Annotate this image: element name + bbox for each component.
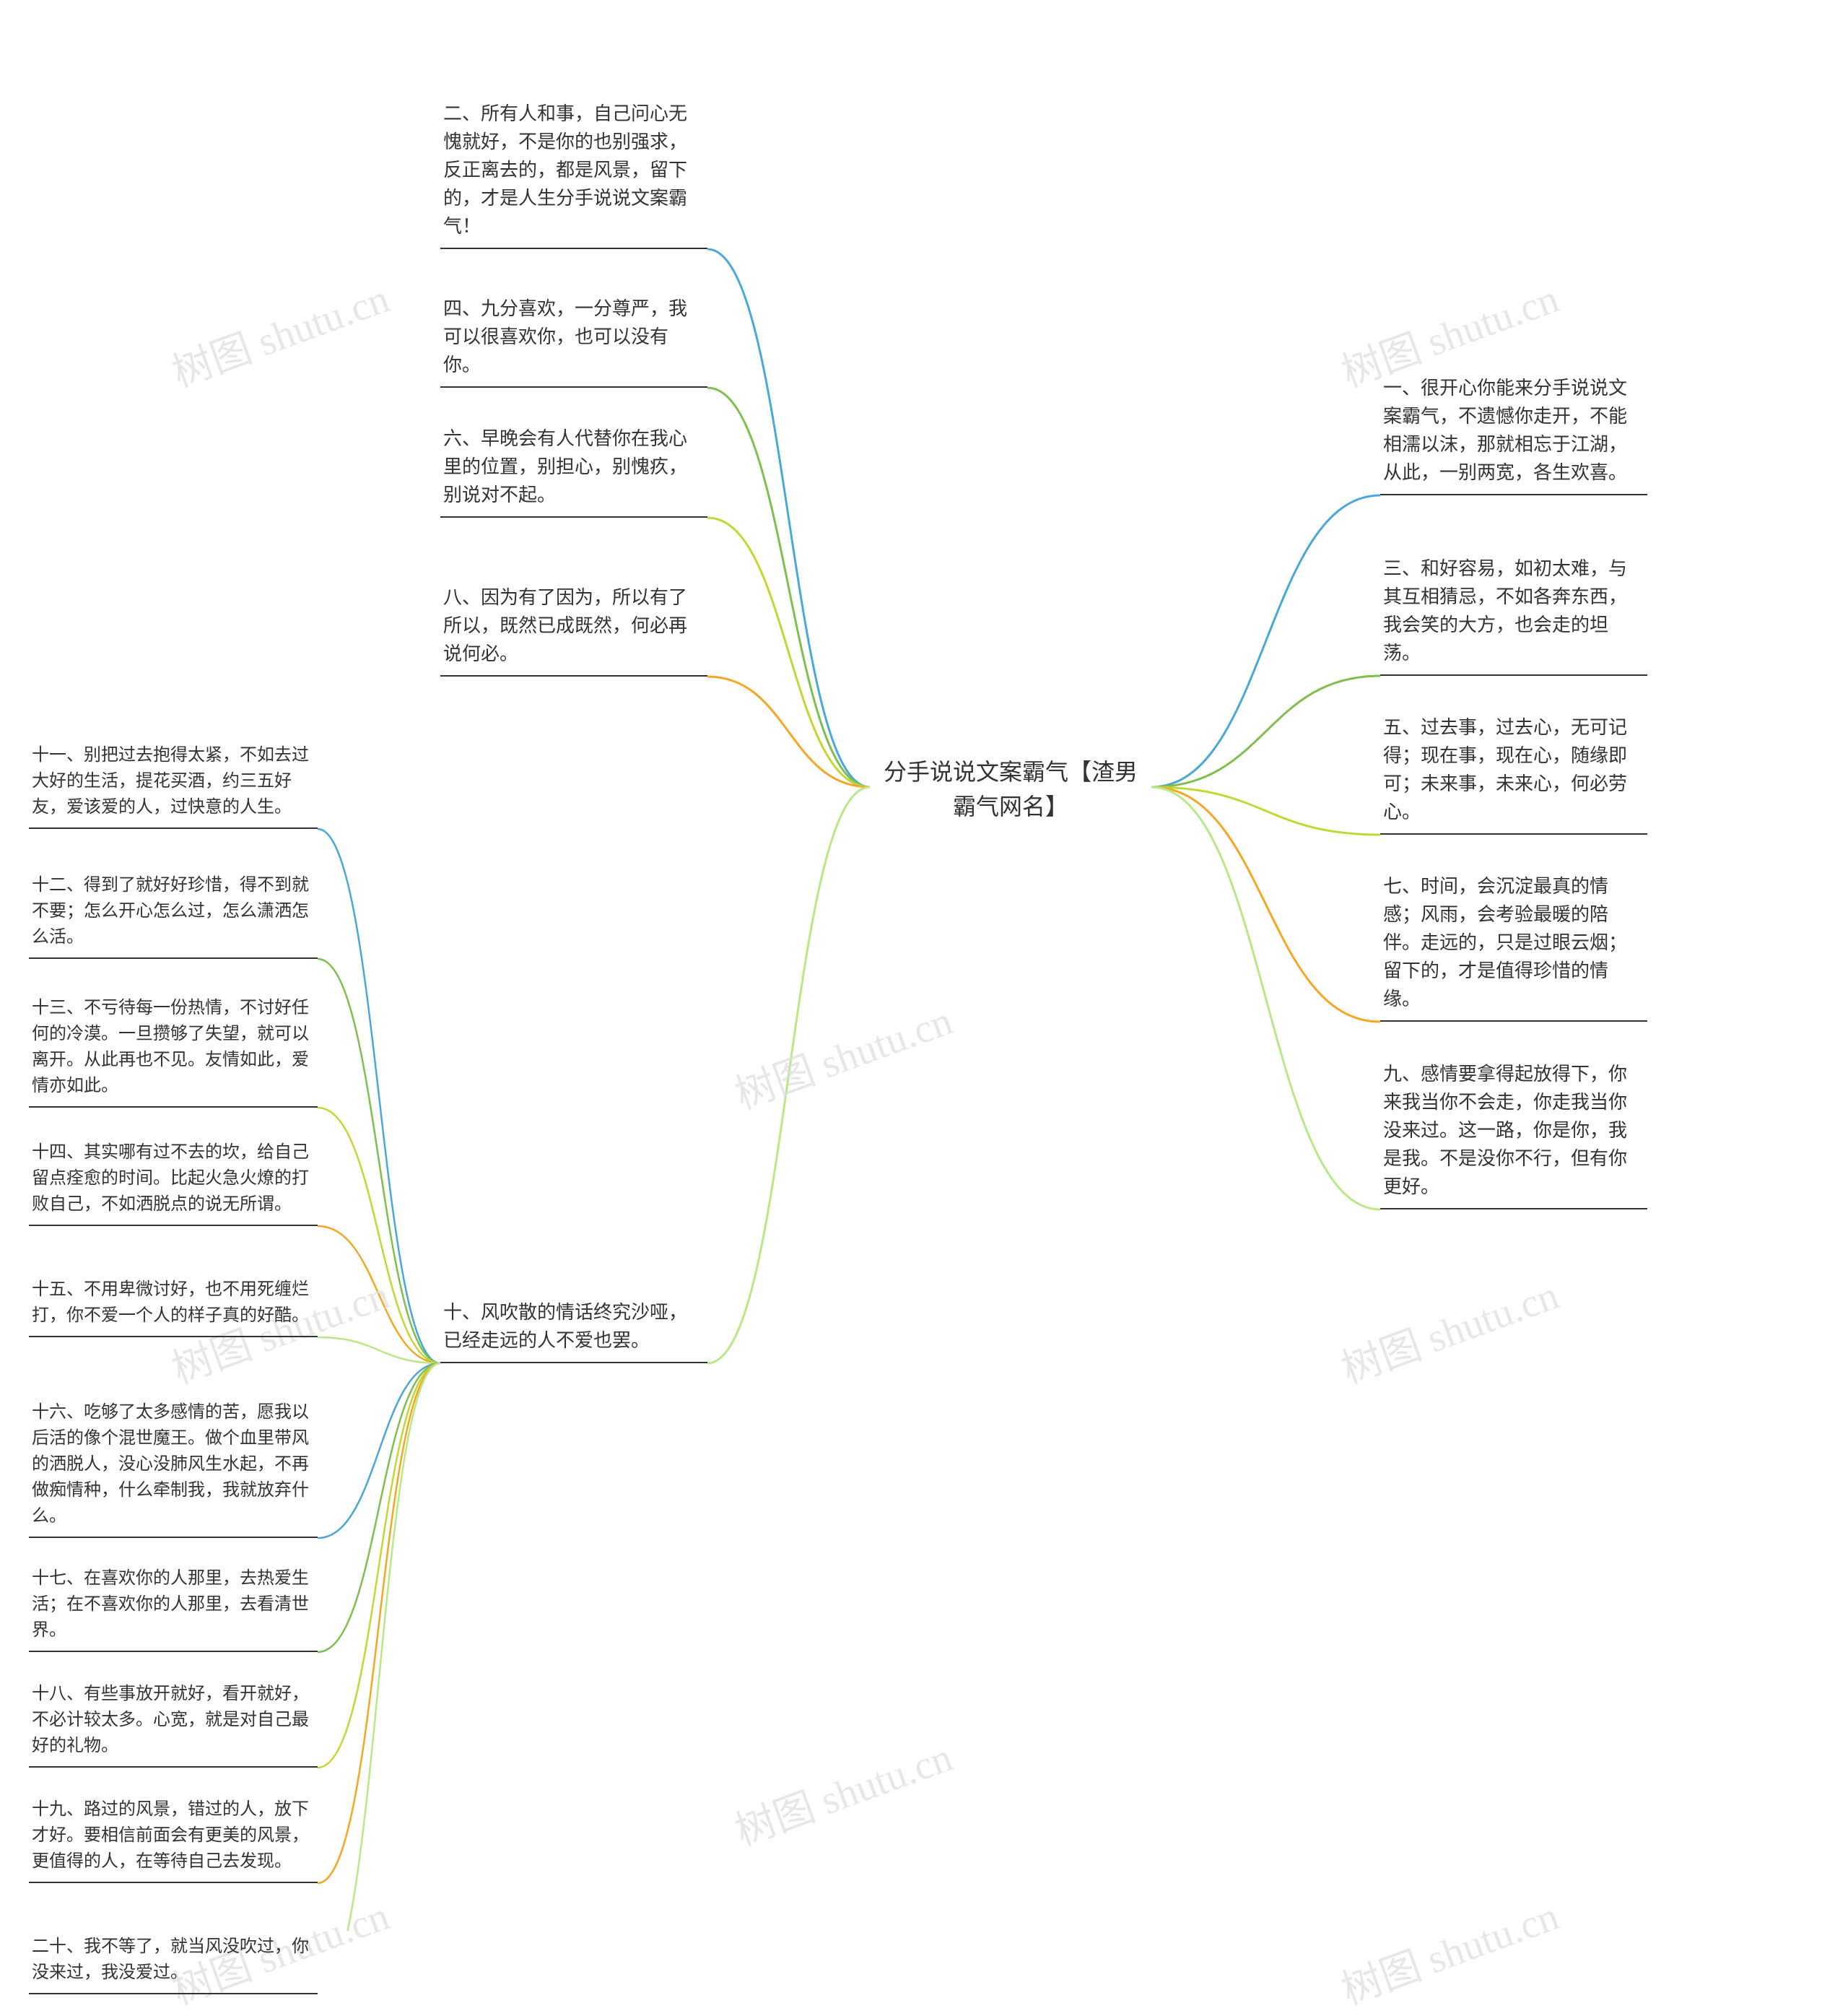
center-node: 分手说说文案霸气【渣男霸气网名】 — [873, 755, 1148, 824]
left-branch-3: 六、早晚会有人代替你在我心里的位置，别担心，别愧疚，别说对不起。 — [440, 419, 707, 518]
left-branch-2: 四、九分喜欢，一分尊严，我可以很喜欢你，也可以没有你。 — [440, 289, 707, 388]
leaf-5-10: 二十、我不等了，就当风没吹过，你没来过，我没爱过。 — [29, 1928, 318, 1994]
right-branch-5: 九、感情要拿得起放得下，你来我当你不会走，你走我当你没来过。这一路，你是你，我是… — [1380, 1054, 1647, 1209]
right-branch-3: 五、过去事，过去心，无可记得；现在事，现在心，随缘即可；未来事，未来心，何必劳心… — [1380, 708, 1647, 835]
right-branch-4: 七、时间，会沉淀最真的情感；风雨，会考验最暖的陪伴。走远的，只是过眼云烟；留下的… — [1380, 866, 1647, 1022]
right-branch-2: 三、和好容易，如初太难，与其互相猜忌，不如各奔东西，我会笑的大方，也会走的坦荡。 — [1380, 549, 1647, 676]
watermark: 树图 shutu.cn — [726, 1725, 959, 1858]
right-branch-1: 一、很开心你能来分手说说文案霸气，不遗憾你走开，不能相濡以沫，那就相忘于江湖，从… — [1380, 368, 1647, 495]
watermark: 树图 shutu.cn — [726, 989, 959, 1121]
leaf-5-2: 十二、得到了就好好珍惜，得不到就不要；怎么开心怎么过，怎么潇洒怎么活。 — [29, 866, 318, 959]
leaf-5-3: 十三、不亏待每一份热情，不讨好任何的冷漠。一旦攒够了失望，就可以离开。从此再也不… — [29, 989, 318, 1108]
leaf-5-5: 十五、不用卑微讨好，也不用死缠烂打，你不爱一个人的样子真的好酷。 — [29, 1271, 318, 1337]
leaf-5-7: 十七、在喜欢你的人那里，去热爱生活；在不喜欢你的人那里，去看清世界。 — [29, 1560, 318, 1652]
watermark: 树图 shutu.cn — [1333, 1884, 1566, 2016]
leaf-5-9: 十九、路过的风景，错过的人，放下才好。要相信前面会有更美的风景，更值得的人，在等… — [29, 1791, 318, 1883]
leaf-5-4: 十四、其实哪有过不去的坎，给自己留点痊愈的时间。比起火急火燎的打败自己，不如洒脱… — [29, 1134, 318, 1226]
watermark: 树图 shutu.cn — [163, 266, 396, 399]
left-branch-1: 二、所有人和事，自己问心无愧就好，不是你的也别强求，反正离去的，都是风景，留下的… — [440, 94, 707, 249]
leaf-5-8: 十八、有些事放开就好，看开就好，不必计较太多。心宽，就是对自己最好的礼物。 — [29, 1675, 318, 1768]
left-branch-5: 十、风吹散的情话终究沙哑，已经走远的人不爱也罢。 — [440, 1292, 707, 1363]
leaf-5-6: 十六、吃够了太多感情的苦，愿我以后活的像个混世魔王。做个血里带风的洒脱人，没心没… — [29, 1394, 318, 1538]
watermark: 树图 shutu.cn — [1333, 1263, 1566, 1396]
left-branch-4: 八、因为有了因为，所以有了所以，既然已成既然，何必再说何必。 — [440, 578, 707, 677]
leaf-5-1: 十一、别把过去抱得太紧，不如去过大好的生活，提花买酒，约三五好友，爱该爱的人，过… — [29, 737, 318, 829]
